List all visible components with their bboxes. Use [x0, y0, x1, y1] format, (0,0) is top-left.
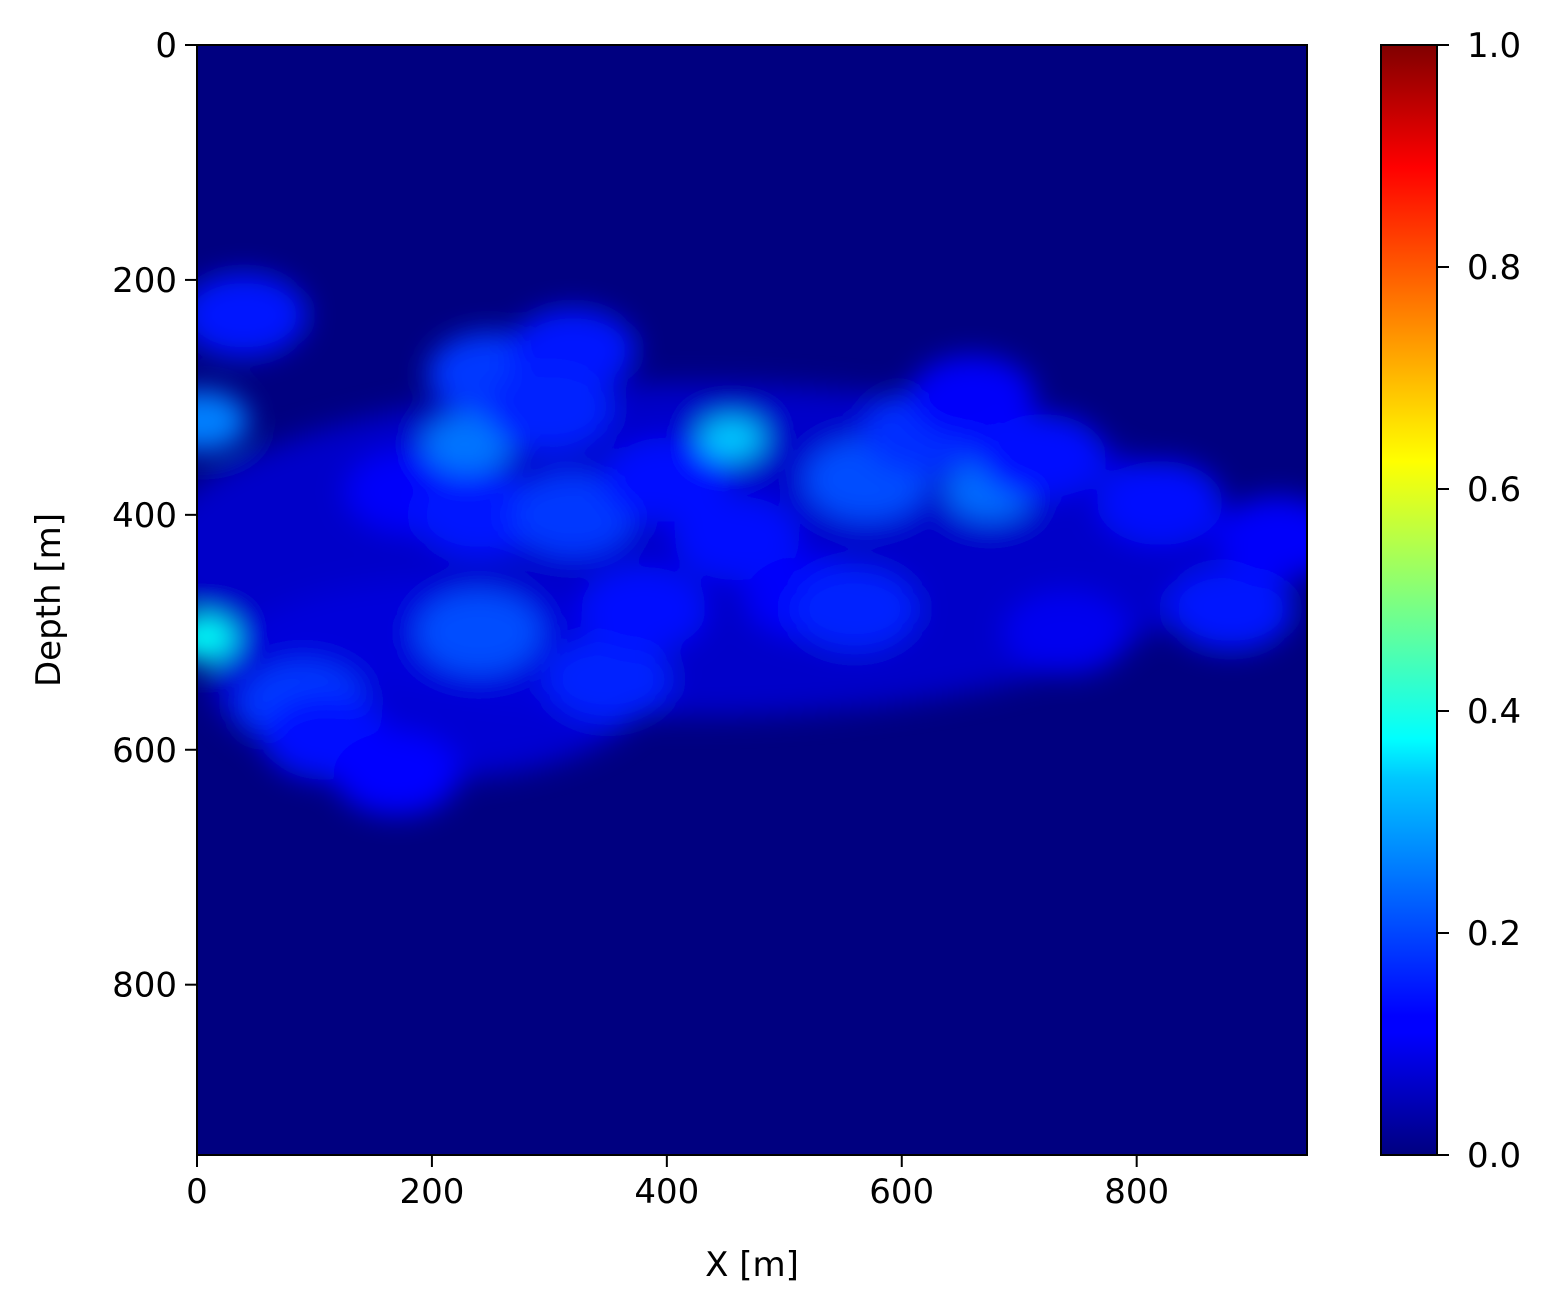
- x-tick-label: 800: [1104, 1172, 1169, 1212]
- y-axis-label: Depth [m]: [29, 513, 69, 687]
- heatmap-cell: [909, 355, 1036, 440]
- y-tick-label: 0: [155, 26, 177, 66]
- heatmap-cell: [1214, 496, 1307, 581]
- colorbar-gradient: [1380, 44, 1438, 1156]
- heatmap-cell: [509, 472, 636, 557]
- heatmap-cell: [415, 472, 542, 557]
- colorbar-tick-label: 0.8: [1467, 248, 1521, 288]
- y-tick-label: 600: [112, 731, 177, 771]
- y-tick-label: 200: [112, 261, 177, 301]
- y-axis: 0 200 400 600 800: [112, 26, 197, 1006]
- heatmap-cell: [1097, 461, 1224, 546]
- heatmap-cell: [422, 414, 513, 475]
- heatmap-cell: [197, 390, 248, 451]
- heatmap-cell: [415, 590, 542, 675]
- heatmap-area: [197, 45, 1307, 1155]
- colorbar-ticks: 0.0 0.2 0.4 0.6 0.8 1.0: [1437, 26, 1521, 1176]
- heatmap-cell: [333, 731, 460, 816]
- heatmap-features: [197, 273, 1307, 816]
- colorbar-tick-label: 0.6: [1467, 470, 1521, 510]
- heatmap-cell: [580, 566, 707, 651]
- heatmap-cell: [1003, 590, 1130, 675]
- heatmap-cell: [674, 496, 801, 581]
- heatmap-cell: [979, 414, 1106, 499]
- colorbar: 0.0 0.2 0.4 0.6 0.8 1.0: [1380, 26, 1521, 1176]
- colorbar-tick-label: 0.4: [1467, 692, 1521, 732]
- x-tick-label: 200: [399, 1172, 464, 1212]
- colorbar-tick-label: 0.2: [1467, 914, 1521, 954]
- x-axis: 0 200 400 600 800: [186, 1155, 1169, 1212]
- colorbar-tick-label: 0.0: [1467, 1136, 1521, 1176]
- x-axis-label: X [m]: [705, 1245, 799, 1285]
- x-tick-label: 400: [634, 1172, 699, 1212]
- heatmap-cell: [1167, 566, 1294, 651]
- heatmap-cell: [791, 566, 918, 651]
- y-tick-label: 800: [112, 966, 177, 1006]
- heatmap-cell: [545, 637, 672, 722]
- heatmap-cell: [197, 273, 307, 358]
- heatmap-cell: [698, 416, 765, 461]
- heatmap-cell: [197, 616, 236, 661]
- heatmap-cell: [486, 367, 613, 452]
- colorbar-tick-label: 1.0: [1467, 26, 1521, 66]
- y-tick-label: 400: [112, 496, 177, 536]
- plot-frame: [196, 44, 1308, 1156]
- heatmap-cell: [603, 437, 730, 522]
- x-tick-label: 0: [186, 1172, 208, 1212]
- x-tick-label: 600: [869, 1172, 934, 1212]
